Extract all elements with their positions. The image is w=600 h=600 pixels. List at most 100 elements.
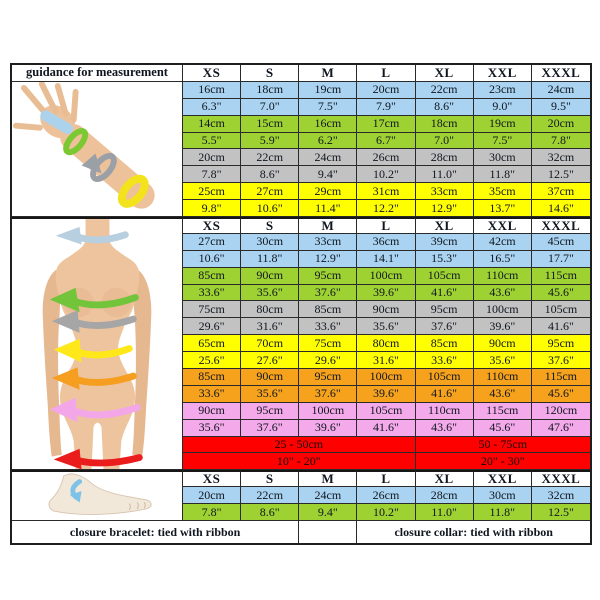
size-cell: 12.5"	[531, 166, 590, 184]
size-cell: 11.8"	[473, 504, 532, 521]
size-cell: 33.6"	[415, 352, 474, 369]
size-cell: 9.8"	[183, 200, 242, 217]
size-cell: 95cm	[299, 369, 358, 386]
range-cell-right: 50 - 75cm	[415, 436, 590, 454]
size-cell: 45cm	[531, 233, 590, 251]
size-cell: 10.2"	[357, 166, 416, 184]
size-cell: 39.6"	[357, 284, 416, 302]
size-header-xxxl: XXXL	[531, 470, 590, 488]
torso-silhouette	[55, 219, 140, 470]
size-cell: 85cm	[183, 369, 242, 386]
size-cell: 7.5"	[473, 132, 532, 150]
size-cell: 39.6"	[357, 385, 416, 403]
size-cell: 7.9"	[357, 98, 416, 116]
size-cell: 90cm	[473, 335, 532, 353]
size-cell: 45.6"	[531, 385, 590, 403]
palm-band-blue	[40, 110, 74, 135]
size-header-m: M	[299, 470, 358, 488]
size-cell: 45.6"	[473, 419, 532, 437]
size-cell: 100cm	[299, 402, 358, 420]
forearm-arrow-gray	[81, 152, 117, 182]
fingers	[12, 81, 79, 131]
size-cell: 9.4"	[299, 166, 358, 184]
size-header-xxl: XXL	[473, 217, 532, 234]
size-cell: 33.6"	[183, 284, 242, 302]
size-cell: 14cm	[183, 115, 242, 133]
size-cell: 29cm	[299, 183, 358, 201]
size-cell: 14.1"	[357, 250, 416, 268]
size-cell: 22cm	[241, 487, 300, 505]
elbow-band-yellow	[117, 174, 149, 208]
size-cell: 95cm	[299, 267, 358, 285]
foot-figure	[48, 473, 152, 516]
size-cell: 35cm	[473, 183, 532, 201]
size-cell: 8.6"	[241, 504, 300, 521]
ankle-measurement-photo	[12, 470, 183, 521]
size-header-xs: XS	[183, 65, 242, 82]
size-header-xl: XL	[415, 217, 474, 234]
size-cell: 39.6"	[473, 318, 532, 336]
size-cell: 8.6"	[241, 166, 300, 184]
size-header-xxl: XXL	[473, 65, 532, 82]
size-cell: 37.6"	[241, 419, 300, 437]
size-cell: 7.0"	[241, 98, 300, 116]
size-header-xxxl: XXXL	[531, 217, 590, 234]
size-cell: 6.3"	[183, 98, 242, 116]
size-cell: 20cm	[357, 81, 416, 99]
size-cell: 11.8"	[473, 166, 532, 184]
size-cell: 27.6"	[241, 352, 300, 369]
size-header-s: S	[241, 217, 300, 234]
size-cell: 27cm	[241, 183, 300, 201]
size-cell: 29.6"	[299, 352, 358, 369]
size-cell: 5.9"	[241, 132, 300, 150]
size-cell: 45.6"	[531, 284, 590, 302]
size-cell: 43.6"	[473, 385, 532, 403]
closure-collar-note: closure collar: tied with ribbon	[357, 521, 590, 543]
size-cell: 11.0"	[415, 504, 474, 521]
size-cell: 37cm	[531, 183, 590, 201]
size-cell: 100cm	[473, 301, 532, 319]
chart-title: guidance for measurement	[12, 65, 183, 82]
size-cell: 95cm	[415, 301, 474, 319]
size-cell: 42cm	[473, 233, 532, 251]
size-cell: 24cm	[531, 81, 590, 99]
size-cell: 8.6"	[415, 98, 474, 116]
size-cell: 105cm	[531, 301, 590, 319]
size-header-l: L	[357, 470, 416, 488]
size-cell: 120cm	[531, 402, 590, 420]
size-cell: 75cm	[299, 335, 358, 353]
size-chart-table: guidance for measurement	[10, 63, 592, 545]
size-cell: 16cm	[183, 81, 242, 99]
size-cell: 24cm	[299, 487, 358, 505]
size-header-m: M	[299, 217, 358, 234]
size-cell: 24cm	[299, 149, 358, 167]
size-cell: 85cm	[299, 301, 358, 319]
size-cell: 6.2"	[299, 132, 358, 150]
size-cell: 31.6"	[241, 318, 300, 336]
size-cell: 30cm	[473, 149, 532, 167]
size-cell: 32cm	[531, 149, 590, 167]
size-cell: 20cm	[183, 487, 242, 505]
body-measurement-photo	[12, 217, 183, 471]
arm-wrist-figure	[12, 81, 155, 209]
size-cell: 10.2"	[357, 504, 416, 521]
size-cell: 90cm	[241, 267, 300, 285]
size-cell: 19cm	[299, 81, 358, 99]
size-cell: 36cm	[357, 233, 416, 251]
size-header-xxxl: XXXL	[531, 65, 590, 82]
range-cell-right: 20" - 30"	[415, 453, 590, 471]
size-cell: 90cm	[357, 301, 416, 319]
size-cell: 95cm	[241, 402, 300, 420]
size-header-xs: XS	[183, 470, 242, 488]
size-cell: 115cm	[531, 369, 590, 386]
size-header-l: L	[357, 217, 416, 234]
size-cell: 22cm	[415, 81, 474, 99]
size-header-xs: XS	[183, 217, 242, 234]
size-header-s: S	[241, 65, 300, 82]
size-cell: 7.8"	[183, 504, 242, 521]
size-cell: 35.6"	[473, 352, 532, 369]
torso-figure	[42, 219, 152, 470]
size-cell: 26cm	[357, 487, 416, 505]
size-cell: 115cm	[473, 402, 532, 420]
